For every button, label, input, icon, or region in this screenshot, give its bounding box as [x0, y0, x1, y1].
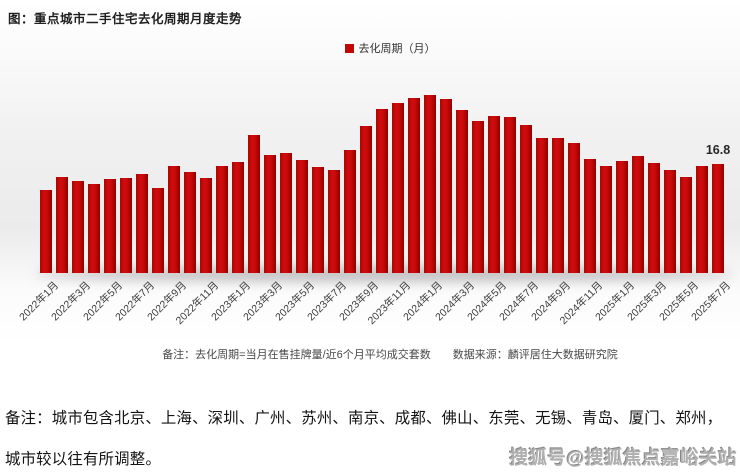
bar [264, 154, 276, 273]
bar [552, 137, 564, 273]
bar [344, 150, 356, 273]
bar [248, 135, 260, 273]
bar [152, 187, 164, 273]
bar [328, 169, 340, 273]
bar [216, 166, 228, 273]
bar [104, 178, 116, 273]
bar [280, 152, 292, 273]
bar [200, 178, 212, 273]
bar [168, 166, 180, 273]
chart-title: 图：重点城市二手住宅去化周期月度走势 [8, 12, 243, 26]
bar [40, 189, 52, 273]
legend: 去化周期（月） [40, 40, 740, 56]
bar [680, 176, 692, 273]
bar [312, 167, 324, 273]
bar [584, 159, 596, 273]
bar [472, 120, 484, 273]
bar [392, 102, 404, 273]
chart-footnotes: 备注：去化周期=当月在售挂牌量/近6个月平均成交套数 数据来源：麟评居住大数据研… [40, 346, 740, 362]
bar [56, 176, 68, 273]
bottom-note-line1: 备注：城市包含北京、上海、深圳、广州、苏州、南京、成都、佛山、东莞、无锡、青岛、… [5, 410, 723, 427]
bar [648, 162, 660, 273]
chart-source: 数据来源：麟评居住大数据研究院 [452, 349, 618, 361]
bar [360, 125, 372, 273]
bar [440, 98, 452, 273]
bar [296, 159, 308, 273]
bar [408, 97, 420, 273]
chart-note: 备注：去化周期=当月在售挂牌量/近6个月平均成交套数 [162, 349, 431, 361]
bar [696, 165, 708, 273]
bar [120, 177, 132, 273]
bar [504, 117, 516, 273]
bar [72, 180, 84, 273]
x-axis: 2022年1月 2022年3月 2022年5月 2022年7月 2022年9月 2022年… [0, 273, 740, 343]
bottom-note-line2: 城市较以往有所调整。 [5, 451, 161, 468]
bar [232, 161, 244, 273]
sohu-watermark: 搜狐号@搜狐焦点嘉峪关站 [509, 447, 737, 468]
bar [136, 173, 148, 273]
bar [616, 161, 628, 273]
plot-area: 16.8 [0, 80, 740, 281]
bar [568, 143, 580, 273]
bar [88, 184, 100, 273]
destocking-cycle-chart: 图：重点城市二手住宅去化周期月度走势 去化周期（月） 16.8 2022年1月 2… [0, 0, 740, 392]
bar [520, 124, 532, 273]
bar [664, 170, 676, 273]
legend-swatch-icon [344, 43, 354, 53]
legend-label: 去化周期（月） [358, 43, 436, 55]
bar [632, 156, 644, 273]
bar [184, 172, 196, 273]
bar [536, 137, 548, 273]
bar [376, 109, 388, 273]
bar [488, 115, 500, 273]
bar [600, 165, 612, 273]
bar [424, 94, 436, 273]
bar [712, 163, 724, 273]
bar [456, 109, 468, 273]
last-bar-value-label: 16.8 [705, 143, 731, 157]
